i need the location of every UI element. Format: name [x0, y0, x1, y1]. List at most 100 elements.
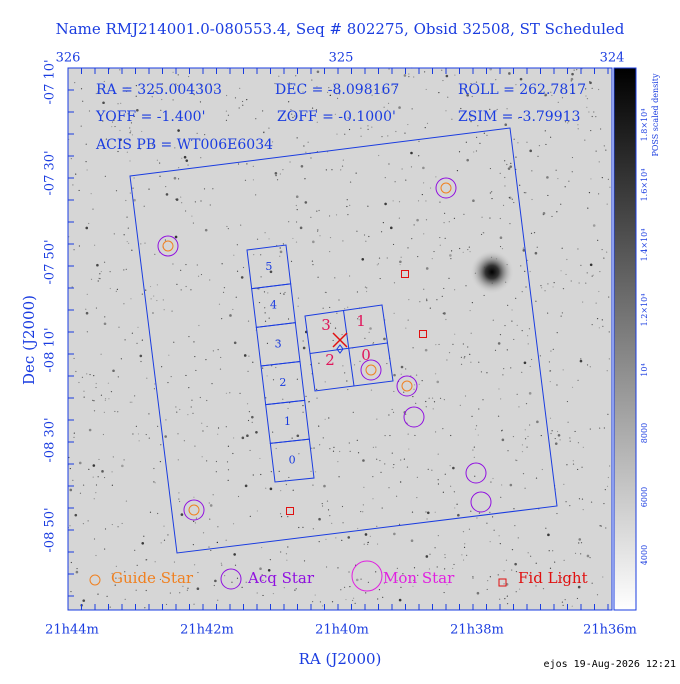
star	[88, 468, 90, 470]
star	[441, 69, 443, 71]
star	[327, 321, 329, 324]
star	[556, 332, 558, 334]
star	[109, 287, 111, 290]
star	[450, 250, 453, 252]
star	[229, 314, 232, 317]
legend-label: Acq Star	[247, 569, 315, 587]
title: Name RMJ214001.0-080553.4, Seq # 802275,…	[56, 20, 625, 38]
info-text: ACIS PB = WT006E6034	[95, 137, 273, 153]
x-tick-label: 21h36m	[583, 623, 637, 638]
star	[303, 145, 305, 147]
star	[453, 491, 455, 493]
chip-layout	[246, 244, 394, 483]
star	[117, 376, 119, 378]
star	[445, 318, 447, 321]
star	[128, 242, 130, 244]
star	[569, 440, 571, 442]
star	[304, 201, 308, 204]
star	[372, 342, 375, 344]
info-text: DEC = -8.098167	[275, 82, 399, 98]
star	[504, 123, 508, 127]
star	[214, 579, 217, 583]
star	[290, 260, 293, 262]
star	[193, 603, 195, 605]
star	[589, 366, 591, 368]
star	[598, 161, 600, 163]
star	[411, 238, 413, 240]
star-field	[67, 67, 611, 609]
star	[561, 601, 564, 603]
star	[310, 216, 312, 219]
star	[111, 121, 114, 123]
star	[165, 185, 167, 188]
star	[325, 169, 327, 171]
star	[313, 447, 315, 449]
star	[590, 178, 592, 180]
star	[154, 253, 156, 255]
star	[329, 322, 332, 324]
star	[586, 272, 588, 274]
star	[417, 574, 419, 576]
star	[405, 179, 407, 181]
star	[144, 607, 146, 609]
star	[220, 356, 222, 359]
star	[395, 495, 398, 497]
star	[86, 169, 88, 171]
star	[311, 107, 314, 109]
star	[347, 388, 349, 391]
star	[88, 110, 91, 112]
star	[587, 207, 589, 209]
star	[282, 169, 284, 171]
star	[559, 439, 561, 441]
star	[375, 571, 377, 573]
star	[382, 596, 384, 598]
star	[156, 159, 158, 161]
star	[323, 484, 326, 488]
star	[156, 299, 158, 302]
star	[285, 483, 287, 486]
star	[318, 425, 320, 427]
star	[412, 347, 414, 349]
star	[544, 130, 546, 132]
star	[296, 378, 298, 380]
legend-label: Fid Light	[518, 569, 588, 587]
star	[595, 116, 597, 118]
star	[394, 85, 397, 88]
star	[209, 83, 211, 85]
star	[509, 165, 513, 168]
star	[556, 211, 558, 213]
star	[193, 520, 195, 522]
star	[596, 318, 599, 320]
star	[463, 357, 465, 359]
star	[101, 470, 104, 473]
star	[136, 564, 138, 566]
star	[478, 408, 480, 410]
star	[489, 108, 491, 110]
star	[104, 316, 106, 318]
star	[539, 355, 541, 357]
star	[111, 471, 113, 473]
star	[439, 244, 441, 246]
star	[271, 365, 273, 367]
star	[388, 163, 390, 165]
star	[605, 149, 607, 151]
star	[571, 72, 574, 76]
star	[514, 524, 516, 527]
star	[499, 245, 502, 248]
chip-label: 3	[321, 316, 331, 334]
star	[428, 568, 431, 570]
star	[288, 221, 290, 223]
star	[127, 113, 129, 115]
star	[530, 232, 533, 234]
star	[127, 227, 129, 229]
star	[159, 162, 161, 164]
star	[597, 239, 599, 241]
star	[157, 512, 159, 515]
star	[522, 247, 525, 249]
star	[423, 288, 425, 290]
star	[246, 434, 249, 437]
star	[569, 505, 571, 507]
star	[566, 400, 569, 403]
star	[131, 134, 134, 136]
star	[554, 561, 556, 563]
